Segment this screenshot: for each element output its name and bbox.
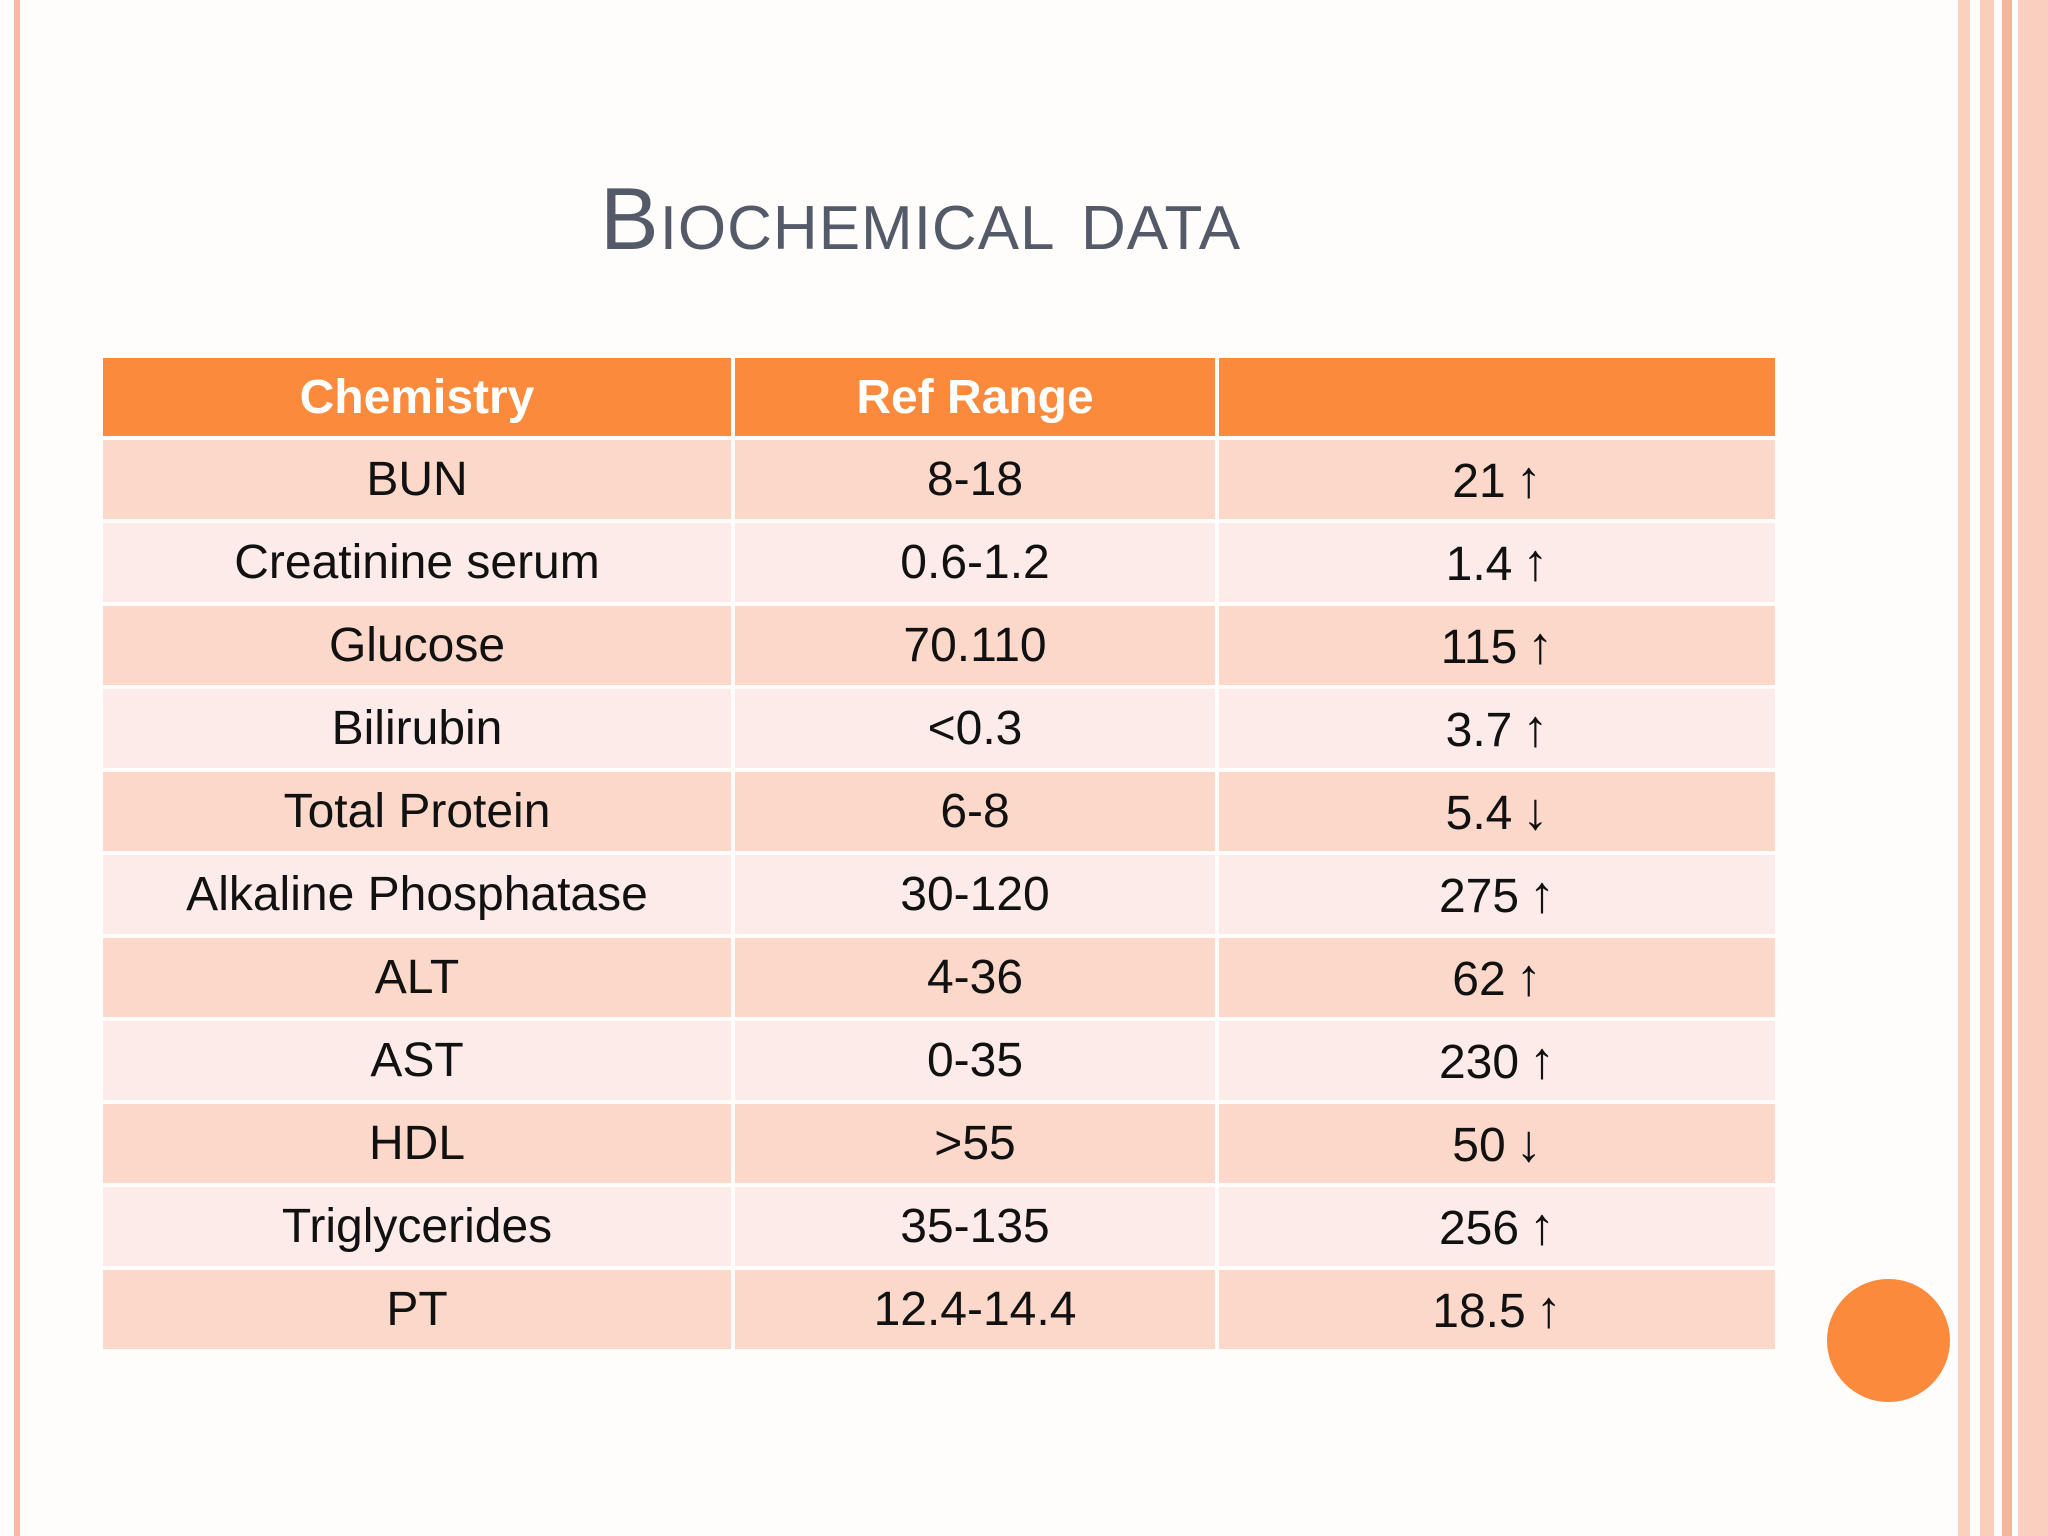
right-decorative-stripe (2018, 0, 2048, 1536)
cell-ref-range: 12.4-14.4 (735, 1270, 1215, 1349)
cell-ref-range: 30-120 (735, 855, 1215, 934)
table-row: BUN 8-18 21 ↑ (103, 440, 1775, 519)
cell-value: 50 ↓ (1219, 1104, 1775, 1183)
cell-ref-range: >55 (735, 1104, 1215, 1183)
right-decorative-stripe (1970, 0, 1980, 1536)
value-number: 62 (1452, 952, 1506, 1006)
cell-value: 1.4 ↑ (1219, 523, 1775, 602)
title-first-letter: B (600, 169, 660, 268)
value-number: 230 (1438, 1035, 1520, 1089)
cell-ref-range: 0.6-1.2 (735, 523, 1215, 602)
right-decorative-stripe (1994, 0, 2002, 1536)
cell-chemistry: Creatinine serum (103, 523, 731, 602)
table-row: Creatinine serum 0.6-1.2 1.4 ↑ (103, 523, 1775, 602)
cell-chemistry: Glucose (103, 606, 731, 685)
cell-value: 18.5 ↑ (1219, 1270, 1775, 1349)
cell-ref-range: 35-135 (735, 1187, 1215, 1266)
table-row: HDL >55 50 ↓ (103, 1104, 1775, 1183)
title-rest: iochemical data (659, 169, 1242, 268)
cell-chemistry: AST (103, 1021, 731, 1100)
cell-value: 275 ↑ (1219, 855, 1775, 934)
header-ref-range: Ref Range (735, 358, 1215, 436)
arrow-up-icon: ↑ (1529, 865, 1556, 924)
cell-ref-range: 8-18 (735, 440, 1215, 519)
cell-ref-range: 0-35 (735, 1021, 1215, 1100)
value-number: 50 (1452, 1118, 1506, 1172)
table-row: Total Protein 6-8 5.4 ↓ (103, 772, 1775, 851)
header-value (1219, 358, 1775, 436)
cell-value: 5.4 ↓ (1219, 772, 1775, 851)
value-number: 21 (1452, 454, 1506, 508)
arrow-up-icon: ↑ (1522, 533, 1549, 592)
cell-value: 256 ↑ (1219, 1187, 1775, 1266)
left-decorative-rule (14, 0, 20, 1536)
value-number: 5.4 (1445, 786, 1513, 840)
cell-value: 21 ↑ (1219, 440, 1775, 519)
right-decorative-stripe (2012, 0, 2018, 1536)
value-number: 18.5 (1432, 1284, 1526, 1338)
arrow-up-icon: ↑ (1535, 1280, 1562, 1339)
cell-ref-range: 4-36 (735, 938, 1215, 1017)
cell-chemistry: HDL (103, 1104, 731, 1183)
cell-chemistry: Bilirubin (103, 689, 731, 768)
table-row: Alkaline Phosphatase 30-120 275 ↑ (103, 855, 1775, 934)
table-row: Glucose 70.110 115 ↑ (103, 606, 1775, 685)
header-chemistry: Chemistry (103, 358, 731, 436)
table-row: Bilirubin <0.3 3.7 ↑ (103, 689, 1775, 768)
table-row: PT 12.4-14.4 18.5 ↑ (103, 1270, 1775, 1349)
arrow-up-icon: ↑ (1527, 616, 1554, 675)
cell-chemistry: Alkaline Phosphatase (103, 855, 731, 934)
cell-chemistry: ALT (103, 938, 731, 1017)
arrow-down-icon: ↓ (1522, 782, 1549, 841)
right-decorative-stripe (2002, 0, 2012, 1536)
value-number: 115 (1440, 620, 1518, 674)
cell-chemistry: BUN (103, 440, 731, 519)
value-number: 3.7 (1445, 703, 1513, 757)
arrow-up-icon: ↑ (1515, 450, 1542, 509)
value-number: 1.4 (1445, 537, 1513, 591)
slide-title: Biochemical data (600, 168, 1500, 270)
cell-ref-range: 70.110 (735, 606, 1215, 685)
arrow-down-icon: ↓ (1515, 1114, 1542, 1173)
arrow-up-icon: ↑ (1515, 948, 1542, 1007)
table-header-row: Chemistry Ref Range (103, 358, 1775, 436)
cell-value: 230 ↑ (1219, 1021, 1775, 1100)
right-decorative-band (1958, 0, 1970, 1536)
value-number: 275 (1438, 869, 1520, 923)
cell-value: 115 ↑ (1219, 606, 1775, 685)
decorative-orange-circle (1827, 1279, 1950, 1402)
table-row: Triglycerides 35-135 256 ↑ (103, 1187, 1775, 1266)
cell-ref-range: 6-8 (735, 772, 1215, 851)
table-row: AST 0-35 230 ↑ (103, 1021, 1775, 1100)
arrow-up-icon: ↑ (1529, 1197, 1556, 1256)
table-row: ALT 4-36 62 ↑ (103, 938, 1775, 1017)
cell-value: 62 ↑ (1219, 938, 1775, 1017)
cell-chemistry: Total Protein (103, 772, 731, 851)
cell-chemistry: PT (103, 1270, 731, 1349)
cell-value: 3.7 ↑ (1219, 689, 1775, 768)
right-decorative-stripe (1980, 0, 1994, 1536)
biochemical-data-table: Chemistry Ref Range BUN 8-18 21 ↑ Creatinine… (99, 354, 1779, 1353)
arrow-up-icon: ↑ (1529, 1031, 1556, 1090)
arrow-up-icon: ↑ (1522, 699, 1549, 758)
cell-chemistry: Triglycerides (103, 1187, 731, 1266)
cell-ref-range: <0.3 (735, 689, 1215, 768)
value-number: 256 (1438, 1201, 1520, 1255)
